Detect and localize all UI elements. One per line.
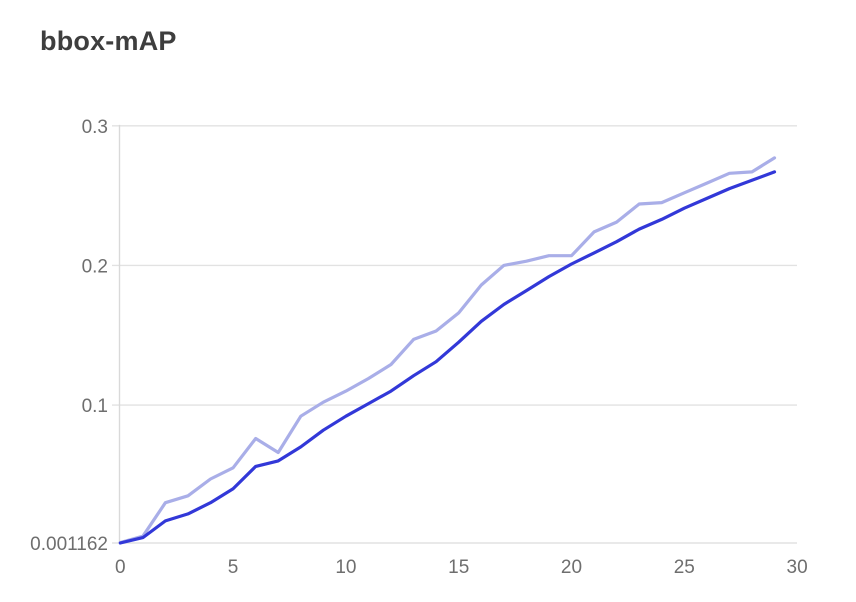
- x-axis-tick-label: 0: [115, 557, 126, 578]
- x-axis-tick-label: 15: [448, 557, 469, 578]
- y-axis-tick-label: 0.1: [82, 396, 108, 417]
- x-axis-tick-label: 30: [787, 557, 808, 578]
- upper-light-blue-line: [118, 156, 777, 545]
- gridlines-layer: [112, 125, 797, 544]
- y-axis-tick-label: 0.001162: [30, 534, 108, 555]
- axis-labels-layer: 0.3 0.2 0.1 0.001162 0 5 10 15 20 25 30: [30, 117, 808, 578]
- x-axis-tick-label: 25: [674, 557, 695, 578]
- series-layer: [118, 156, 777, 545]
- x-axis-tick-label: 20: [561, 557, 582, 578]
- y-axis-tick-label: 0.2: [82, 256, 108, 277]
- x-axis-tick-label: 10: [335, 557, 356, 578]
- lower-dark-blue-line: [118, 170, 777, 545]
- x-axis-tick-label: 5: [228, 557, 239, 578]
- y-axis-tick-label: 0.3: [82, 117, 108, 138]
- chart-title: bbox-mAP: [40, 26, 177, 56]
